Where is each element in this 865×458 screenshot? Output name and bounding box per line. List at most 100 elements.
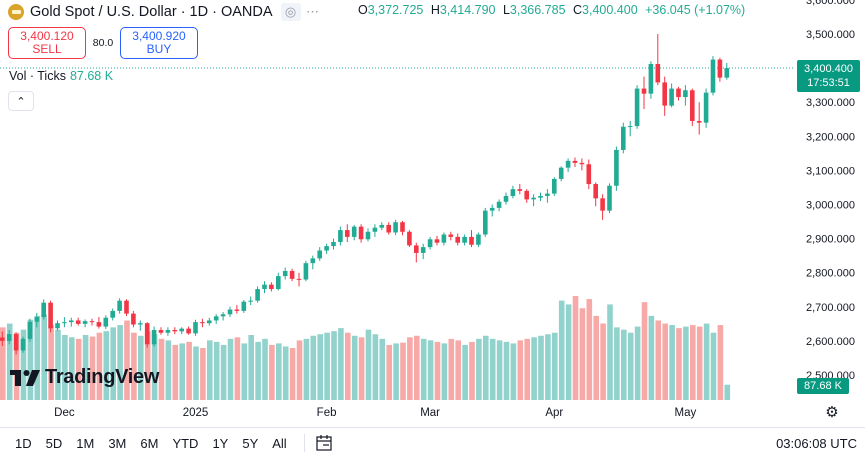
candle-body[interactable] (400, 222, 405, 232)
candle-body[interactable] (483, 210, 488, 235)
more-icon[interactable]: ⋯ (306, 4, 320, 19)
candle-body[interactable] (455, 236, 460, 243)
candle-body[interactable] (545, 193, 550, 196)
candle-body[interactable] (227, 309, 233, 315)
candle-body[interactable] (282, 270, 288, 277)
candle-body[interactable] (55, 323, 60, 329)
candle-body[interactable] (317, 250, 322, 259)
candle-body[interactable] (476, 234, 481, 245)
candle-body[interactable] (634, 88, 640, 127)
candle-body[interactable] (310, 258, 316, 264)
candle-body[interactable] (179, 328, 184, 332)
buy-button[interactable]: 3,400.920 BUY (120, 27, 198, 59)
candle-body[interactable] (165, 329, 171, 333)
candle-body[interactable] (62, 322, 67, 324)
candle-body[interactable] (414, 245, 419, 253)
candle-body[interactable] (213, 316, 219, 321)
settings-gear-icon[interactable]: ⚙ (825, 404, 839, 421)
candle-body[interactable] (82, 321, 88, 324)
candle-body[interactable] (269, 284, 274, 290)
timeframe-6m[interactable]: 6M (140, 435, 159, 451)
candle-body[interactable] (586, 164, 592, 185)
candle-body[interactable] (200, 322, 205, 324)
candle-body[interactable] (241, 301, 247, 311)
candle-body[interactable] (110, 310, 115, 318)
candle-body[interactable] (138, 323, 143, 325)
candle-body[interactable] (248, 300, 253, 302)
candle-body[interactable] (144, 323, 150, 345)
candle-body[interactable] (41, 302, 46, 318)
candle-body[interactable] (193, 322, 198, 334)
candle-body[interactable] (627, 126, 633, 128)
candle-body[interactable] (207, 320, 212, 324)
candle-body[interactable] (600, 198, 605, 211)
candle-body[interactable] (393, 222, 398, 233)
candle-body[interactable] (538, 195, 543, 198)
candle-body[interactable] (379, 224, 385, 228)
candle-body[interactable] (710, 59, 716, 93)
candle-body[interactable] (351, 226, 357, 237)
timeframe-1y[interactable]: 1Y (212, 435, 229, 451)
candle-body[interactable] (662, 82, 667, 106)
candle-body[interactable] (448, 234, 454, 237)
candle-body[interactable] (96, 322, 102, 327)
candle-body[interactable] (572, 160, 578, 163)
candle-body[interactable] (75, 320, 81, 324)
chart-canvas[interactable]: 3,600.0003,500.0003,400.0003,300.0003,20… (0, 0, 865, 427)
candle-body[interactable] (441, 234, 447, 243)
candle-body[interactable] (324, 246, 329, 251)
candle-body[interactable] (365, 231, 371, 240)
collapse-legend-button[interactable]: ⌃ (8, 91, 34, 111)
candle-body[interactable] (593, 184, 598, 199)
candle-body[interactable] (407, 231, 412, 246)
timeframe-5d[interactable]: 5D (45, 435, 63, 451)
timeframe-ytd[interactable]: YTD (172, 435, 199, 451)
timeframe-3m[interactable]: 3M (108, 435, 127, 451)
candle-body[interactable] (558, 167, 564, 179)
eye-icon[interactable]: ◎ (280, 3, 301, 21)
candle-body[interactable] (655, 64, 661, 83)
candle-body[interactable] (20, 338, 26, 351)
candle-body[interactable] (669, 88, 674, 106)
candle-body[interactable] (607, 185, 612, 211)
candle-body[interactable] (621, 126, 626, 150)
candle-body[interactable] (462, 236, 467, 243)
candle-body[interactable] (517, 189, 523, 191)
candle-body[interactable] (676, 88, 681, 98)
candle-body[interactable] (503, 195, 509, 202)
candle-body[interactable] (724, 68, 730, 78)
candle-body[interactable] (262, 284, 267, 290)
candle-body[interactable] (117, 300, 122, 311)
candle-body[interactable] (276, 276, 281, 290)
candle-body[interactable] (641, 88, 647, 94)
candle-body[interactable] (103, 317, 109, 327)
calendar-range-icon[interactable] (313, 433, 335, 453)
candle-body[interactable] (255, 289, 260, 301)
utc-clock[interactable]: 03:06:08 UTC (776, 435, 857, 451)
candle-body[interactable] (289, 270, 295, 279)
tradingview-logo[interactable]: TradingView (10, 366, 159, 389)
candle-body[interactable] (372, 227, 378, 232)
candle-body[interactable] (6, 334, 12, 341)
candle-body[interactable] (510, 189, 516, 196)
sell-button[interactable]: 3,400.120 SELL (8, 27, 86, 59)
candle-body[interactable] (303, 263, 309, 280)
timeframe-5y[interactable]: 5Y (242, 435, 259, 451)
candle-body[interactable] (489, 207, 495, 211)
candle-body[interactable] (648, 64, 654, 94)
candle-body[interactable] (131, 313, 136, 325)
candle-body[interactable] (524, 190, 529, 200)
candle-body[interactable] (124, 300, 129, 314)
candle-body[interactable] (172, 329, 178, 332)
timeframe-1d[interactable]: 1D (15, 435, 32, 451)
candle-body[interactable] (296, 278, 302, 280)
candle-body[interactable] (89, 321, 95, 323)
candle-body[interactable] (579, 162, 585, 165)
candle-body[interactable] (158, 329, 164, 333)
candle-body[interactable] (345, 230, 350, 237)
candle-body[interactable] (386, 224, 391, 233)
candle-body[interactable] (27, 321, 33, 339)
candle-body[interactable] (358, 226, 364, 240)
candle-body[interactable] (496, 201, 502, 208)
candle-body[interactable] (683, 90, 688, 98)
